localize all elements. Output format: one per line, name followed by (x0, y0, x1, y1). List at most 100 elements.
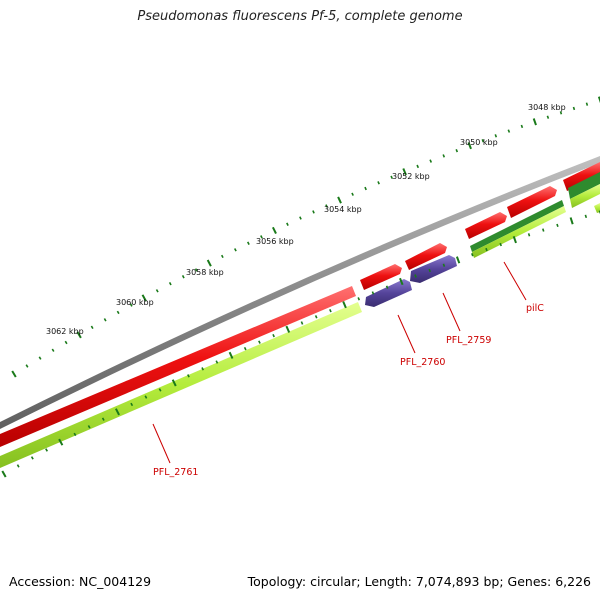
inner-tick-39 (556, 223, 559, 228)
outer-tick-16 (220, 254, 224, 259)
inner-tick-6 (87, 425, 91, 429)
leader-pilc (503, 261, 527, 301)
scale-label-3060: 3060 kbp (116, 298, 154, 307)
scale-label-3052: 3052 kbp (392, 172, 430, 181)
backbone-track (0, 156, 600, 429)
inner-tick-17 (243, 346, 247, 351)
outer-tick-2 (38, 356, 42, 360)
outer-tick-4 (64, 340, 68, 345)
scale-labels: 3062 kbp 3060 kbp 3058 kbp 3056 kbp 3054… (46, 103, 566, 336)
outer-tick-20 (272, 226, 277, 235)
inner-scale-ticks (1, 210, 600, 478)
gc-band-lime (0, 302, 362, 468)
outer-tick-39 (520, 124, 524, 129)
inner-tick-11 (158, 388, 162, 392)
outer-tick-5 (76, 331, 82, 339)
outer-tick-44 (585, 102, 589, 106)
reverse-gene-track (365, 255, 457, 307)
inner-tick-13 (187, 374, 190, 378)
outer-tick-8 (116, 310, 120, 315)
gene-label-pilc: pilC (526, 303, 544, 314)
outer-tick-13 (181, 275, 185, 279)
inner-tick-26 (371, 291, 375, 295)
inner-tick-25 (357, 297, 361, 301)
gene-forward-6 (563, 162, 600, 191)
outer-tick-14 (194, 268, 198, 272)
inner-tick-19 (272, 333, 275, 338)
inner-tick-20 (285, 325, 291, 333)
scale-label-3062: 3062 kbp (46, 327, 84, 336)
inner-tick-36 (512, 235, 517, 244)
inner-tick-22 (314, 315, 318, 319)
outer-tick-18 (246, 241, 250, 245)
outer-tick-28 (377, 181, 380, 185)
outer-tick-41 (546, 115, 550, 119)
leader-pfl-2759 (442, 292, 461, 332)
outer-tick-24 (325, 204, 328, 208)
outer-tick-43 (572, 106, 576, 111)
outer-tick-12 (168, 282, 172, 286)
gene-labels: PFL_2761 PFL_2760 PFL_2759 pilC (153, 303, 544, 478)
inner-tick-14 (201, 367, 205, 371)
gene-forward-4 (465, 212, 507, 239)
gene-pfl-2760-reverse (365, 279, 412, 307)
scale-label-3056: 3056 kbp (256, 237, 294, 246)
scale-label-3054: 3054 kbp (324, 205, 362, 214)
outer-scale-ticks (11, 96, 600, 378)
inner-tick-31 (442, 263, 446, 267)
inner-tick-38 (542, 228, 545, 232)
outer-tick-40 (532, 118, 537, 126)
outer-tick-26 (351, 192, 354, 196)
outer-tick-1 (25, 364, 29, 368)
outer-tick-32 (429, 159, 433, 163)
outer-tick-7 (103, 318, 107, 322)
inner-tick-3 (45, 448, 48, 452)
gc-band-lime-2 (472, 206, 566, 258)
outer-tick-38 (507, 129, 511, 133)
outer-tick-37 (494, 134, 498, 138)
inner-tick-10 (144, 395, 148, 399)
inner-tick-33 (471, 253, 474, 257)
inner-tick-29 (414, 274, 417, 278)
inner-tick-34 (485, 247, 488, 252)
outer-tick-31 (416, 164, 420, 169)
outer-tick-15 (206, 259, 212, 267)
outer-tick-30 (402, 168, 407, 176)
outer-tick-6 (90, 325, 94, 329)
forward-gene-track (0, 162, 600, 447)
outer-tick-42 (559, 111, 563, 115)
outer-tick-27 (364, 186, 367, 191)
gene-pfl-2761-forward (0, 286, 356, 447)
inner-tick-12 (171, 379, 177, 387)
gc-band-dark-2 (568, 172, 600, 199)
inner-tick-4 (58, 438, 64, 446)
map-title: Pseudomonas fluorescens Pf-5, complete g… (137, 9, 463, 24)
outer-tick-29 (390, 175, 393, 179)
outer-tick-0 (11, 370, 17, 378)
inner-tick-8 (115, 408, 120, 416)
outer-tick-34 (455, 149, 459, 153)
outer-tick-45 (597, 96, 600, 104)
accession-text: Accession: NC_004129 (9, 574, 152, 589)
inner-tick-1 (16, 464, 20, 468)
gc-content-track (0, 172, 600, 468)
outer-tick-25 (337, 196, 342, 204)
inner-tick-35 (499, 242, 502, 247)
gc-band-lime-4 (594, 203, 600, 213)
gene-forward-3 (405, 243, 447, 270)
scale-label-3050: 3050 kbp (460, 138, 498, 147)
inner-tick-5 (73, 432, 77, 437)
scale-label-3058: 3058 kbp (186, 268, 224, 277)
inner-tick-40 (569, 217, 574, 225)
inner-tick-41 (584, 214, 588, 219)
inner-tick-30 (428, 268, 431, 273)
gene-label-pfl-2761: PFL_2761 (153, 467, 198, 478)
inner-tick-23 (329, 308, 332, 313)
outer-tick-35 (467, 142, 472, 150)
outer-tick-33 (442, 154, 446, 158)
inner-tick-18 (258, 340, 261, 344)
outer-tick-17 (233, 248, 237, 252)
outer-tick-11 (155, 289, 159, 293)
gene-pfl-2759-reverse (410, 255, 457, 283)
